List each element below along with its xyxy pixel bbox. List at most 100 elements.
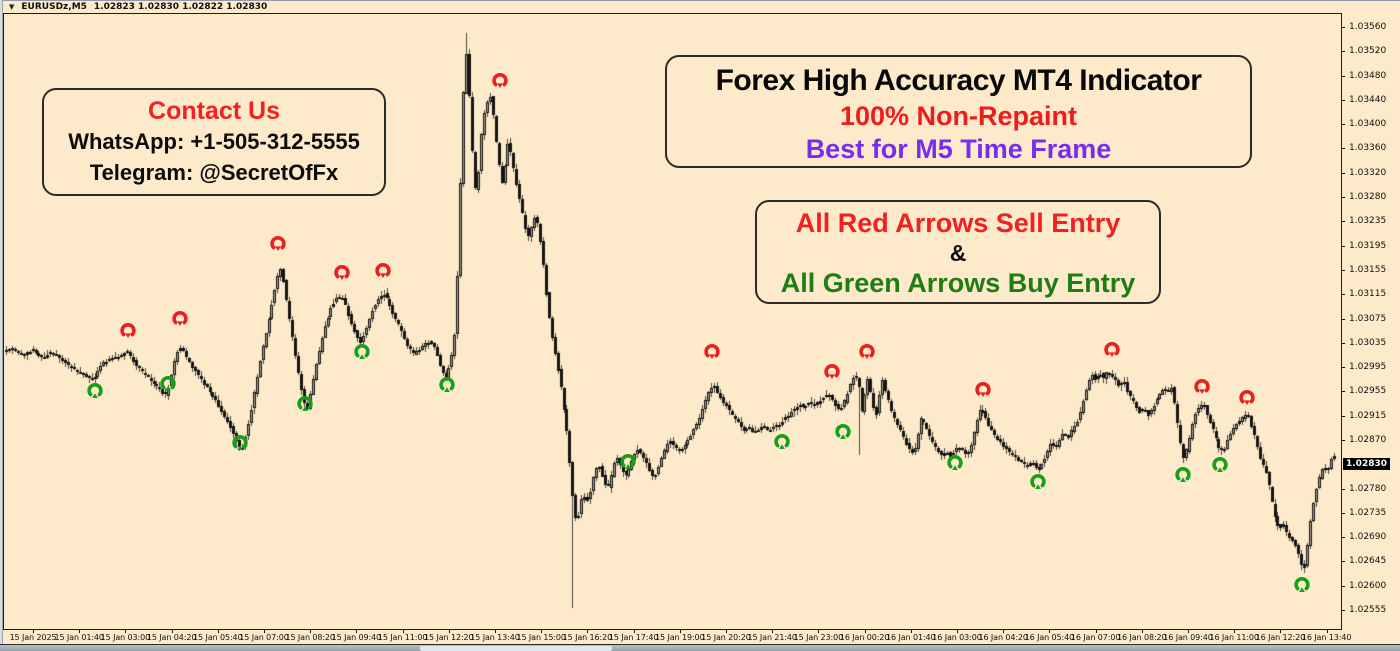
price-tick — [1341, 416, 1345, 417]
price-tick — [1341, 51, 1345, 52]
time-tick — [79, 629, 81, 633]
chart-symbol-bar[interactable]: ▼ EURUSDz,M5 1.02823 1.02830 1.02822 1.0… — [4, 1, 1400, 13]
price-axis[interactable]: 1.03560 1.03520 1.03480 1.03440 1.03400 1.033… — [1341, 0, 1400, 645]
price-label: 1.02555 — [1349, 605, 1387, 615]
time-tick — [1326, 629, 1328, 633]
price-label: 1.03115 — [1349, 289, 1387, 299]
price-tick — [1341, 27, 1345, 28]
price-tick — [1341, 586, 1345, 587]
time-label: 15 Jan 15:00 — [516, 633, 566, 642]
price-label: 1.03155 — [1349, 265, 1387, 275]
price-label: 1.02645 — [1349, 556, 1387, 566]
time-tick — [633, 629, 635, 633]
price-tick — [1341, 173, 1345, 174]
time-label: 16 Jan 04:20 — [978, 633, 1028, 642]
time-tick — [587, 629, 589, 633]
time-label: 16 Jan 13:40 — [1301, 633, 1352, 642]
chart-area[interactable] — [3, 13, 1342, 630]
price-tick — [1341, 343, 1345, 344]
window-left-edge — [0, 0, 3, 651]
time-label: 15 Jan 20:20 — [701, 633, 751, 642]
time-tick — [310, 629, 312, 633]
time-tick — [1188, 629, 1189, 633]
time-tick — [818, 629, 820, 633]
time-label: 15 Jan 16:20 — [562, 633, 613, 642]
price-tick — [1341, 391, 1345, 392]
price-label: 1.02995 — [1349, 362, 1387, 372]
time-tick — [171, 629, 173, 633]
price-tick — [1341, 148, 1345, 149]
price-tick — [1341, 610, 1345, 611]
candlestick-canvas[interactable] — [4, 14, 1341, 629]
price-tick — [1341, 440, 1345, 441]
contact-box: Contact Us WhatsApp: +1-505-312-5555 Tel… — [42, 88, 386, 196]
legend-buy-text: All Green Arrows Buy Entry — [780, 268, 1136, 298]
time-label: 16 Jan 09:40 — [1163, 633, 1213, 642]
price-tick — [1341, 489, 1345, 490]
price-label: 1.03195 — [1349, 241, 1387, 251]
time-tick — [864, 629, 866, 633]
price-label: 1.02915 — [1349, 411, 1387, 421]
time-tick — [1234, 629, 1236, 633]
time-axis[interactable]: 15 Jan 2025 15 Jan 01:40 15 Jan 03:00 15 Ja… — [3, 629, 1351, 644]
price-label: 1.03400 — [1349, 119, 1387, 129]
signal-legend-box: All Red Arrows Sell Entry & All Green Ar… — [755, 200, 1161, 304]
time-tick — [772, 629, 774, 633]
time-tick — [541, 629, 543, 633]
promo-title: Forex High Accuracy MT4 Indicator — [715, 64, 1202, 97]
symbol-timeframe-label: EURUSDz,M5 — [21, 2, 87, 12]
time-label: 16 Jan 12:20 — [1255, 633, 1306, 642]
promo-non-repaint: 100% Non-Repaint — [839, 101, 1078, 131]
price-tick — [1341, 319, 1345, 320]
price-label: 1.02955 — [1349, 386, 1387, 396]
time-tick — [448, 629, 450, 633]
time-label: 16 Jan 05:40 — [1024, 633, 1075, 642]
legend-sell-text: All Red Arrows Sell Entry — [795, 208, 1121, 238]
price-label: 1.03440 — [1349, 95, 1387, 105]
time-tick — [1095, 629, 1097, 633]
price-tick — [1341, 513, 1345, 514]
time-label: 15 Jan 05:40 — [193, 633, 243, 642]
time-label: 15 Jan 09:40 — [331, 633, 382, 642]
price-label: 1.02780 — [1349, 484, 1387, 494]
window-top-edge — [0, 0, 1400, 1]
promo-timeframe: Best for M5 Time Frame — [805, 134, 1112, 164]
time-label: 15 Jan 2025 — [9, 633, 57, 642]
time-label: 15 Jan 17:40 — [608, 633, 659, 642]
price-tick — [1341, 561, 1345, 562]
time-tick — [356, 629, 358, 633]
price-label: 1.03560 — [1349, 22, 1387, 32]
time-tick — [1141, 629, 1143, 633]
price-label: 1.03520 — [1349, 46, 1387, 56]
price-tick — [1341, 197, 1345, 198]
time-tick — [125, 629, 127, 633]
time-label: 16 Jan 07:00 — [1070, 633, 1121, 642]
price-label: 1.03235 — [1349, 216, 1387, 226]
time-label: 16 Jan 08:20 — [1117, 633, 1167, 642]
bottom-scroll-strip[interactable] — [0, 644, 1400, 651]
time-label: 15 Jan 11:00 — [377, 633, 428, 642]
price-label: 1.02690 — [1349, 532, 1387, 542]
price-tick — [1341, 367, 1345, 368]
price-tick — [1341, 76, 1345, 77]
contact-title: Contact Us — [148, 97, 280, 125]
time-label: 15 Jan 12:20 — [424, 633, 474, 642]
time-label: 15 Jan 08:20 — [285, 633, 335, 642]
price-tick — [1341, 537, 1345, 538]
time-label: 15 Jan 04:20 — [146, 633, 197, 642]
ohlc-quotes: 1.02823 1.02830 1.02822 1.02830 — [93, 2, 268, 12]
scrollbar-thumb[interactable] — [420, 646, 612, 651]
current-price-badge: 1.02830 — [1343, 458, 1390, 470]
symbol-dropdown-caret-icon[interactable]: ▼ — [9, 2, 15, 11]
contact-whatsapp: WhatsApp: +1-505-312-5555 — [68, 129, 360, 154]
time-tick — [495, 629, 496, 633]
time-tick — [1003, 629, 1005, 633]
time-label: 16 Jan 11:00 — [1209, 633, 1259, 642]
price-label: 1.03280 — [1349, 192, 1387, 202]
time-tick — [217, 629, 219, 633]
time-tick — [679, 629, 681, 633]
time-tick — [726, 629, 727, 633]
time-tick — [1049, 629, 1051, 633]
price-tick — [1341, 294, 1345, 295]
promo-box: Forex High Accuracy MT4 Indicator 100% N… — [665, 55, 1252, 168]
